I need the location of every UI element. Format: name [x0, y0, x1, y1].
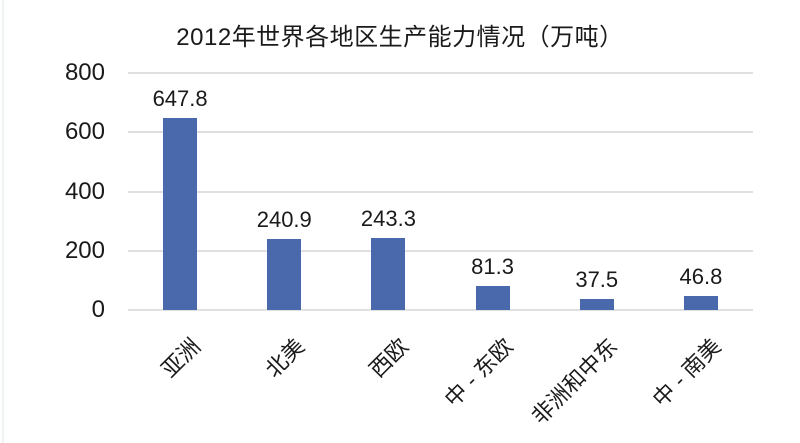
y-tick-label: 400 [64, 177, 105, 205]
y-tick-label: 800 [64, 59, 105, 86]
gridline [128, 131, 753, 134]
x-category-label: 中 - 南美 [647, 333, 727, 412]
y-tick-label: 600 [64, 118, 105, 146]
left-edge-line [2, 0, 4, 443]
x-category-label: 中 - 东欧 [439, 333, 518, 412]
bar-value-label: 647.8 [152, 86, 208, 112]
x-category-label: 非洲和中东 [526, 333, 622, 430]
bar-value-label: 37.5 [575, 266, 619, 292]
x-category-label: 西欧 [364, 333, 414, 383]
gridline [128, 309, 753, 311]
gridline [128, 190, 753, 193]
bar-2 [267, 238, 302, 310]
bar-value-label: 46.8 [679, 264, 723, 290]
gridline [128, 249, 753, 252]
bar-5 [579, 298, 614, 310]
bar-1 [163, 118, 198, 310]
gridline [128, 72, 753, 74]
bar-4 [475, 285, 510, 310]
x-category-label: 北美 [260, 333, 310, 383]
y-tick-label: 0 [91, 296, 105, 323]
bar-value-label: 81.3 [471, 253, 514, 279]
bar-6 [683, 296, 718, 310]
bar-3 [371, 237, 406, 310]
bar-value-label: 243.3 [360, 205, 416, 231]
y-tick-label: 200 [64, 236, 105, 264]
chart-title: 2012年世界各地区生产能力情况（万吨） [176, 24, 624, 51]
plot-area: 647.8 240.9 243.3 81.3 37.5 46.8 [128, 72, 753, 311]
x-category-label: 亚洲 [156, 333, 206, 383]
bar-value-label: 240.9 [256, 206, 312, 232]
